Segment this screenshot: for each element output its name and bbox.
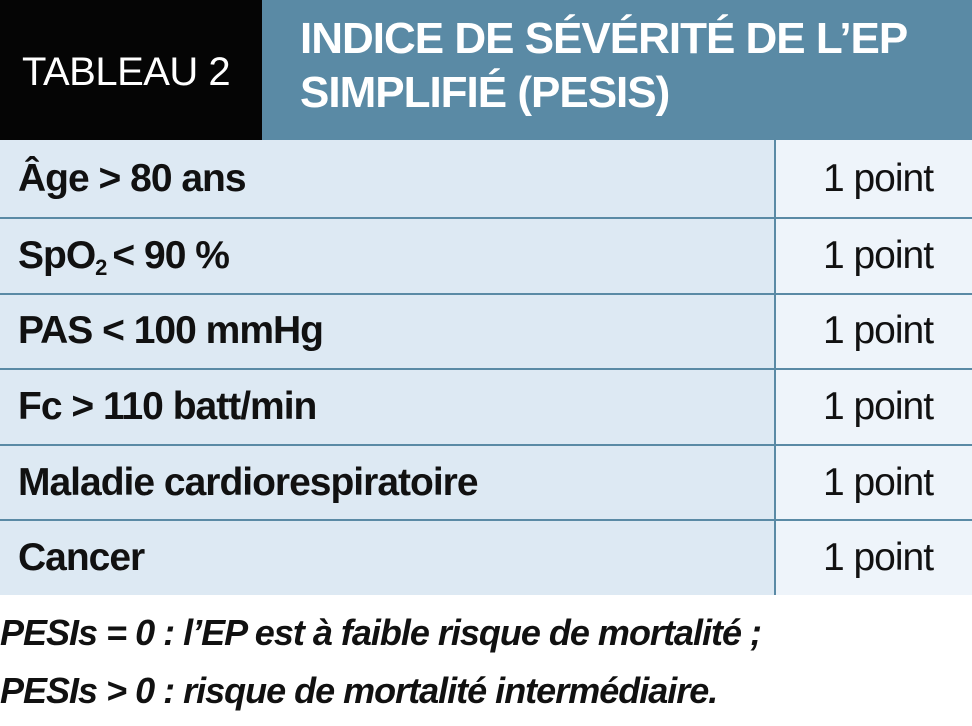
criterion-label-main: SpO bbox=[18, 233, 96, 277]
footnote-line2: PESIs > 0 : risque de mortalité interméd… bbox=[0, 670, 718, 711]
table-number-tag: TABLEAU 2 bbox=[0, 0, 262, 140]
criterion-label: SpO 2 < 90 % bbox=[0, 219, 776, 293]
points-value: 1 point bbox=[776, 445, 972, 520]
criterion-label-subscript: 2 bbox=[95, 254, 107, 280]
footnote-line1: PESIs = 0 : l’EP est à faible risque de … bbox=[0, 612, 762, 653]
criterion-label: PAS < 100 mmHg bbox=[0, 294, 776, 369]
criterion-label: Âge > 80 ans bbox=[0, 140, 776, 217]
criterion-label: Fc > 110 batt/min bbox=[0, 370, 776, 444]
criterion-label: Maladie cardiorespiratoire bbox=[0, 445, 776, 520]
score-table: Âge > 80 ans 1 point SpO 2 < 90 % 1 point … bbox=[0, 140, 972, 595]
points-value: 1 point bbox=[776, 370, 972, 444]
table-title-line2: SIMPLIFIÉ (PESIS) bbox=[300, 68, 670, 117]
table-row: Maladie cardiorespiratoire 1 point bbox=[0, 443, 972, 520]
table-header: TABLEAU 2 INDICE DE SÉVÉRITÉ DE L’EP SIM… bbox=[0, 0, 972, 140]
table-title: INDICE DE SÉVÉRITÉ DE L’EP SIMPLIFIÉ (PE… bbox=[262, 0, 972, 140]
points-value: 1 point bbox=[776, 294, 972, 369]
table-number-text: TABLEAU 2 bbox=[22, 49, 231, 94]
table-footnote: PESIs = 0 : l’EP est à faible risque de … bbox=[0, 604, 972, 720]
table-row: Cancer 1 point bbox=[0, 519, 972, 595]
table-row: Âge > 80 ans 1 point bbox=[0, 140, 972, 217]
criterion-label: Cancer bbox=[0, 521, 776, 595]
criterion-label-rest: < 90 % bbox=[112, 233, 230, 277]
table-row: PAS < 100 mmHg 1 point bbox=[0, 292, 972, 369]
points-value: 1 point bbox=[776, 521, 972, 595]
table-title-line1: INDICE DE SÉVÉRITÉ DE L’EP bbox=[300, 14, 908, 63]
points-value: 1 point bbox=[776, 140, 972, 217]
points-value: 1 point bbox=[776, 219, 972, 293]
table-row: SpO 2 < 90 % 1 point bbox=[0, 217, 972, 293]
table-row: Fc > 110 batt/min 1 point bbox=[0, 368, 972, 444]
